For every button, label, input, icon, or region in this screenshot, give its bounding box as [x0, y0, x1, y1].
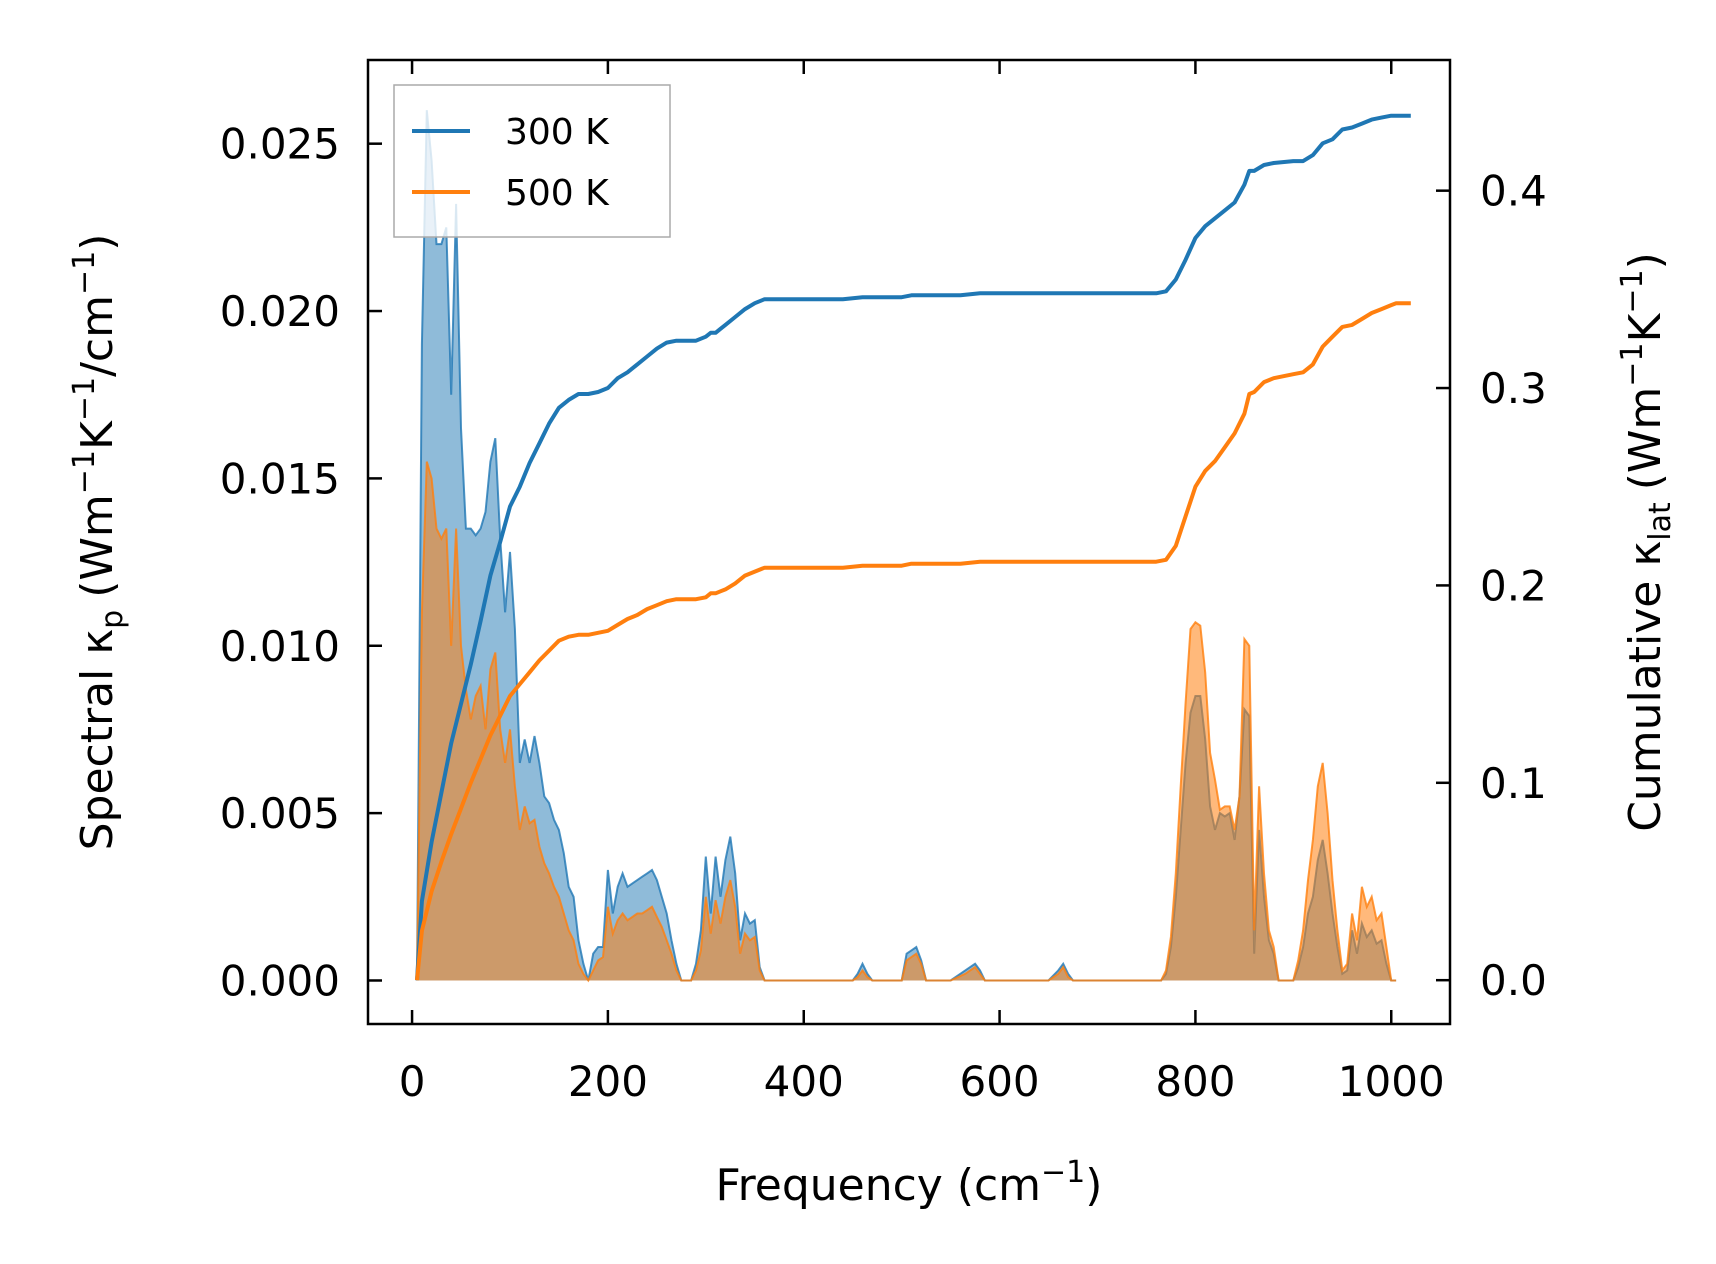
left-y-tick-label: 0.010	[220, 622, 340, 671]
left-y-tick-label: 0.025	[220, 120, 340, 169]
x-tick-label: 600	[959, 1057, 1039, 1106]
right-y-label-sub: lat	[1643, 502, 1678, 541]
x-tick-label: 200	[568, 1057, 648, 1106]
left-y-label-sub: p	[95, 610, 130, 629]
right-y-label-text: Cumulative κ	[1620, 541, 1671, 832]
x-axis-label-sup: −1	[1041, 1155, 1085, 1190]
legend-label-500: 500 K	[505, 173, 610, 214]
right-y-tick-label: 0.3	[1480, 364, 1547, 413]
left-y-label-text: Spectral κ	[72, 629, 123, 851]
spectral-area-500	[417, 461, 1397, 981]
right-y-label-sup2: −1	[1615, 269, 1650, 313]
left-y-label-sup2: −1	[67, 377, 102, 421]
legend-label-300: 300 K	[505, 112, 610, 153]
right-y-tick-label: 0.0	[1480, 956, 1547, 1005]
legend-box	[393, 84, 671, 238]
right-y-tick-label: 0.1	[1480, 759, 1547, 808]
axis-ticks: 0 200 400 600 800 1000 0.000 0.005 0.010 0.015 0.0…	[220, 60, 1547, 1106]
right-y-tick-label: 0.4	[1480, 167, 1547, 216]
cumulative-line-300	[415, 113, 1411, 981]
left-y-label-mid: K	[72, 420, 123, 450]
left-y-tick-label: 0.000	[220, 956, 340, 1005]
right-y-label-end: )	[1620, 252, 1671, 269]
left-y-label-sup1: −1	[67, 450, 102, 494]
plot-frame	[366, 58, 1452, 1026]
left-y-tick-label: 0.020	[220, 287, 340, 336]
left-y-label-end: )	[72, 234, 123, 251]
x-axis-label: Frequency (cm−1)	[716, 1155, 1103, 1211]
x-tick-label: 0	[399, 1057, 426, 1106]
left-y-tick-label: 0.005	[220, 789, 340, 838]
x-tick-label: 1000	[1338, 1057, 1445, 1106]
left-y-label-unit: (Wm	[72, 494, 123, 598]
right-y-label-unit: (Wm	[1620, 387, 1671, 491]
right-y-label-mid: K	[1620, 312, 1671, 342]
legend: 300 K 500 K	[393, 84, 671, 238]
cumulative-line-500	[415, 301, 1411, 981]
x-axis-label-text: Frequency (cm	[716, 1160, 1042, 1211]
spectral-outline-500	[416, 461, 1397, 983]
chart-lines	[415, 113, 1411, 981]
spectral-fills	[416, 110, 1397, 983]
x-tick-label: 800	[1155, 1057, 1235, 1106]
left-y-label-sup3: −1	[67, 251, 102, 295]
left-y-axis-label: Spectral κp(Wm−1K−1/cm−1)	[67, 234, 130, 851]
left-y-label-mid2: /cm	[72, 295, 123, 377]
right-y-label-sup1: −1	[1615, 342, 1650, 386]
left-y-tick-label: 0.015	[220, 454, 340, 503]
x-tick-label: 400	[764, 1057, 844, 1106]
right-y-tick-label: 0.2	[1480, 561, 1547, 610]
x-axis-label-end: )	[1085, 1160, 1102, 1211]
right-y-axis-label: Cumulative κlat(Wm−1K−1)	[1615, 252, 1678, 832]
